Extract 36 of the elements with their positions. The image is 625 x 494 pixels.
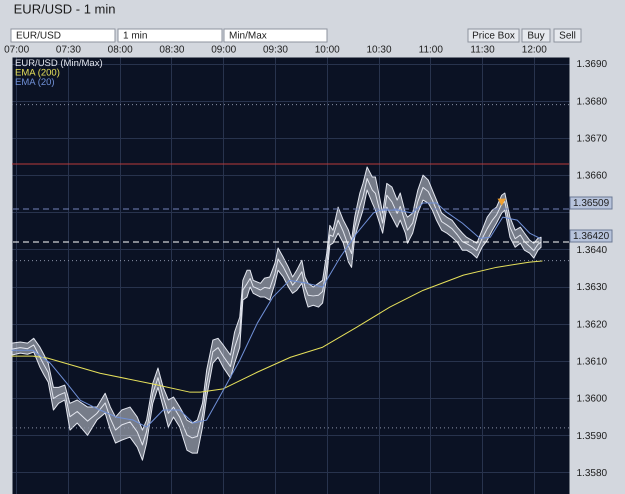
ref-line-label: 1.36420 xyxy=(573,231,610,242)
y-tick-label: 1.3680 xyxy=(576,96,608,108)
y-tick-label: 1.3600 xyxy=(576,394,608,405)
x-tick-label: 08:00 xyxy=(108,44,134,56)
line-series xyxy=(12,202,541,428)
x-tick-label: 07:30 xyxy=(56,44,82,56)
y-tick-label: 1.3670 xyxy=(576,134,608,145)
x-tick-label: 07:00 xyxy=(4,44,30,56)
x-tick-label: 09:00 xyxy=(211,44,237,56)
text: Price Box xyxy=(472,30,515,42)
x-tick-label: 09:30 xyxy=(262,44,288,56)
y-tick-label: 1.3590 xyxy=(576,430,608,442)
y-tick-label: 1.3580 xyxy=(576,468,608,479)
x-tick-label: 12:00 xyxy=(522,44,548,56)
text: Buy xyxy=(527,30,545,42)
chart-title: EUR/USD - 1 min xyxy=(14,2,116,16)
y-tick-label: 1.3690 xyxy=(576,59,608,70)
y-tick-label: 1.3610 xyxy=(576,356,608,368)
y-tick-label: 1.3660 xyxy=(576,170,608,182)
x-tick-label: 11:30 xyxy=(470,44,496,56)
text: EUR/USD xyxy=(16,30,62,42)
x-tick-label: 10:00 xyxy=(314,44,340,56)
x-tick-label: 08:30 xyxy=(159,44,185,56)
text: Sell xyxy=(559,30,576,42)
x-tick-label: 11:00 xyxy=(418,44,444,56)
line-series xyxy=(12,260,543,393)
y-tick-label: 1.3640 xyxy=(576,244,608,256)
text: EMA (20) xyxy=(15,77,55,88)
text: EUR/USD (Min/Max) xyxy=(15,58,103,69)
x-tick-label: 10:30 xyxy=(366,44,392,56)
y-tick-label: 1.3620 xyxy=(576,319,608,330)
text: Min/Max xyxy=(229,30,267,42)
ref-line-label: 1.36509 xyxy=(573,198,610,209)
text: 1 min xyxy=(123,30,148,42)
text: EMA (200) xyxy=(15,68,60,78)
y-tick-label: 1.3630 xyxy=(576,282,608,294)
